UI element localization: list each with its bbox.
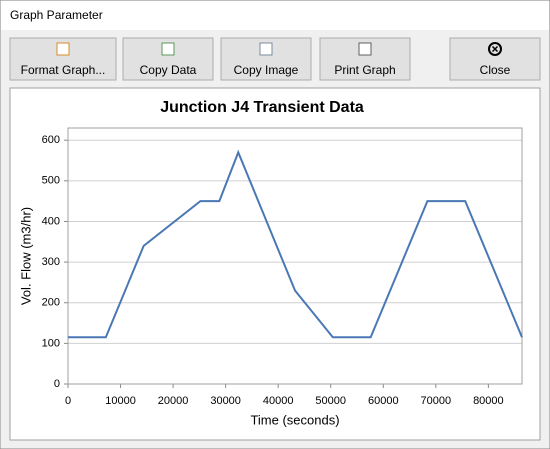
button-icon: [358, 42, 372, 56]
close-icon-x: [491, 45, 499, 53]
toolbar-button[interactable]: Print Graph: [319, 37, 411, 81]
y-tick-label: 500: [42, 175, 60, 187]
x-tick-label: 20000: [158, 395, 189, 407]
button-label[interactable]: Copy Image: [234, 63, 299, 77]
close-icon: [488, 42, 502, 56]
button-icon: [161, 42, 175, 56]
toolbar-button[interactable]: Format Graph...: [9, 37, 117, 81]
toolbar-button[interactable]: Copy Data: [122, 37, 214, 81]
x-tick-label: 40000: [263, 395, 294, 407]
y-tick-label: 300: [42, 256, 60, 268]
y-tick-label: 0: [54, 378, 60, 390]
button-label[interactable]: Format Graph...: [21, 63, 106, 77]
chart-panel: [9, 87, 541, 441]
window-title: Graph Parameter: [10, 8, 103, 22]
toolbar-button[interactable]: Close: [449, 37, 541, 81]
x-tick-label: 70000: [421, 395, 452, 407]
x-tick-label: 80000: [473, 395, 504, 407]
toolbar: Format Graph... Copy Data Copy Image Print …: [9, 37, 541, 81]
toolbar-button[interactable]: Copy Image: [220, 37, 312, 81]
x-tick-label: 10000: [105, 395, 136, 407]
y-tick-label: 100: [42, 337, 60, 349]
button-label[interactable]: Close: [480, 63, 511, 77]
y-tick-label: 400: [42, 215, 60, 227]
plot-frame: [67, 127, 523, 385]
title-bar: [1, 1, 549, 30]
plot: 0 100 200 300 400 500 600 0 10000 20000 30000 40000…: [42, 127, 523, 407]
x-axis-label: Time (seconds): [250, 412, 339, 427]
button-label[interactable]: Print Graph: [334, 63, 395, 77]
series-line: [68, 149, 523, 339]
button-face[interactable]: [449, 37, 541, 81]
y-axis-label: Vol. Flow (m3/hr): [18, 207, 33, 305]
chart-title: Junction J4 Transient Data: [160, 99, 364, 116]
x-tick-label: 0: [65, 395, 71, 407]
y-tick-label: 200: [42, 297, 60, 309]
button-icon: [56, 42, 70, 56]
x-tick-label: 30000: [210, 395, 241, 407]
button-label[interactable]: Copy Data: [140, 63, 197, 77]
x-tick-label: 60000: [368, 395, 399, 407]
button-icon: [259, 42, 273, 56]
x-tick-label: 50000: [315, 395, 346, 407]
y-tick-label: 600: [42, 134, 60, 146]
